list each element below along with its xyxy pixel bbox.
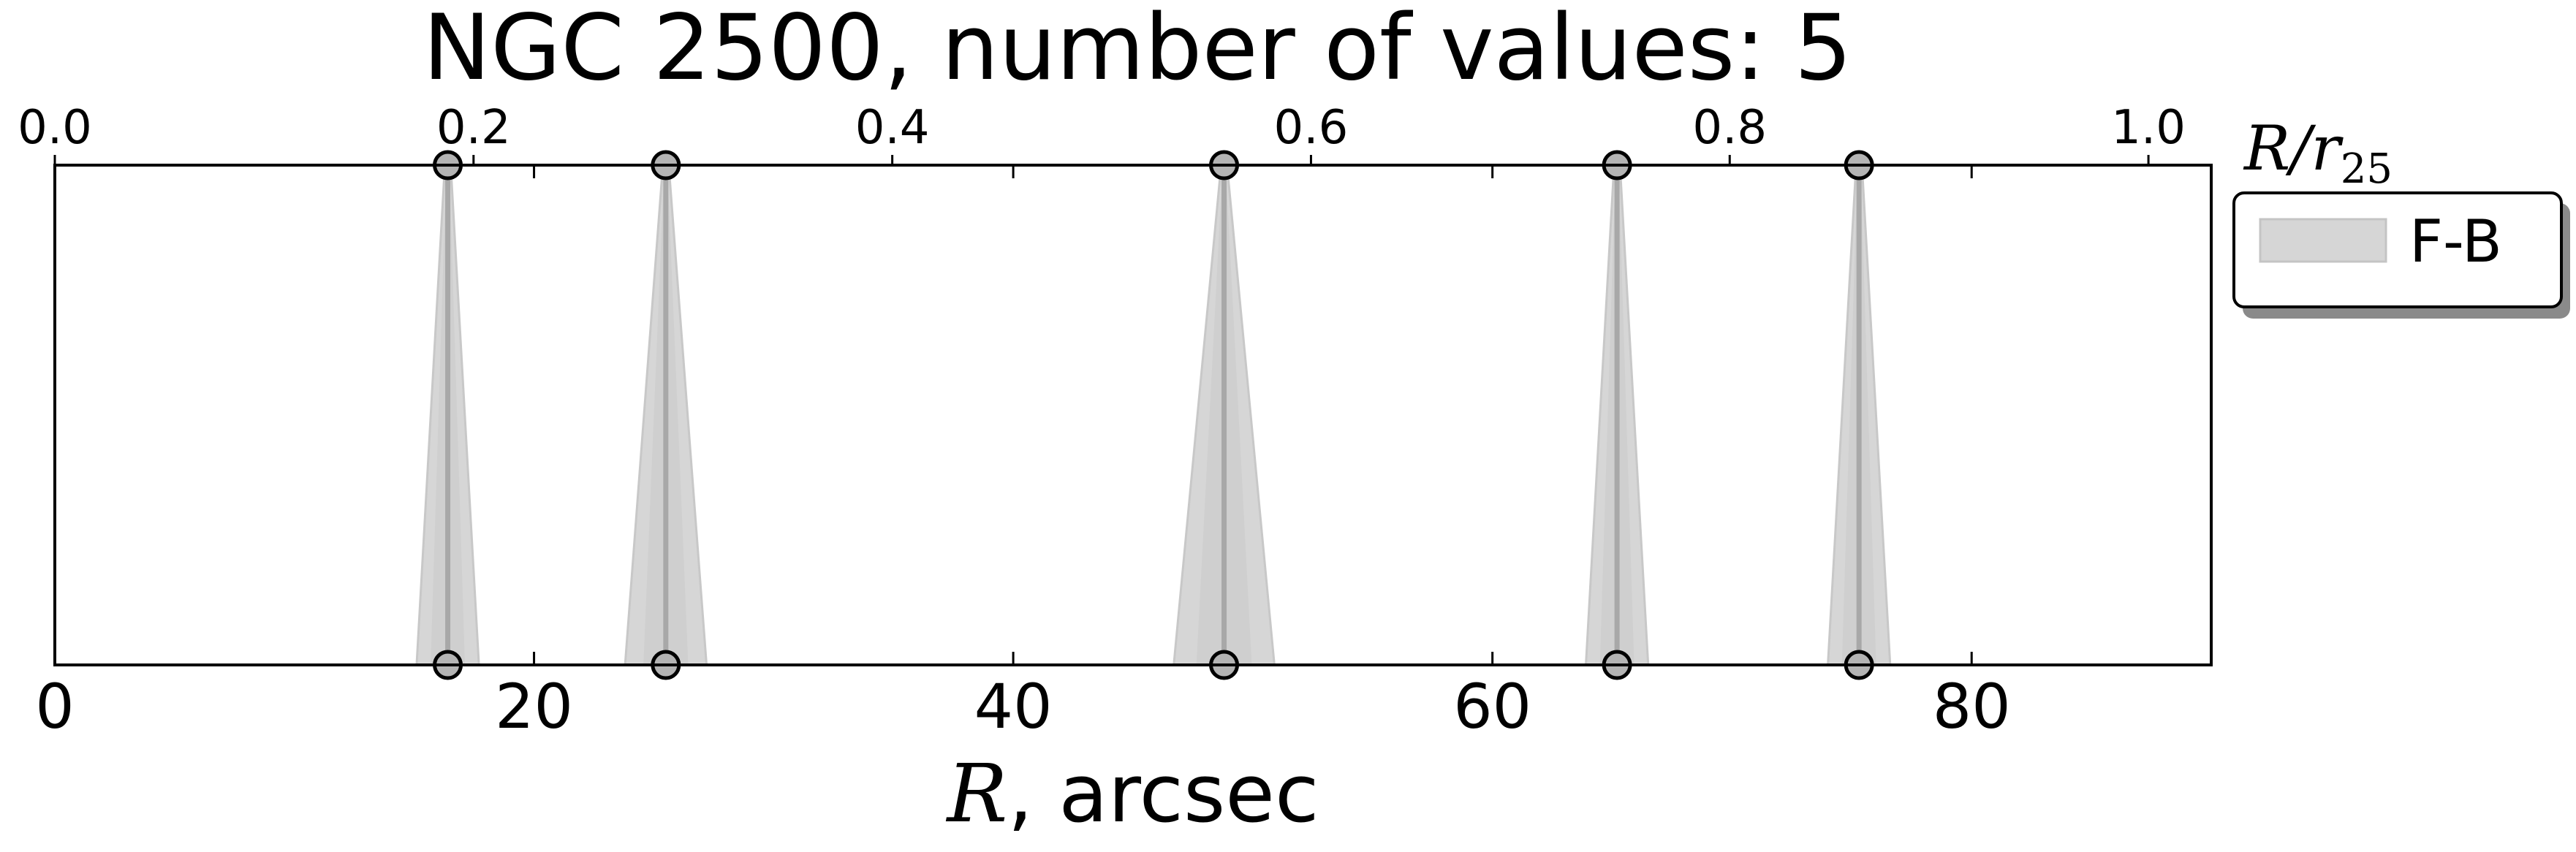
top-tick-label-2: 0.4	[855, 101, 930, 155]
x-tick-label-1: 20	[495, 671, 573, 742]
top-tick-label-0: 0.0	[18, 101, 92, 155]
top-axis-label: R/r25	[2243, 113, 2393, 193]
series-0-point-4	[1826, 150, 1892, 680]
bottom-axis: 0 20 40 60 80	[35, 165, 2011, 742]
top-tick-label-4: 0.8	[1692, 101, 1767, 155]
plot-area-frame	[53, 164, 2213, 666]
top-tick-label-3: 0.6	[1274, 101, 1349, 155]
x-axis-label: R, arcsec	[946, 747, 1319, 840]
top-axis: 0.0 0.2 0.4 0.6 0.8 1.0	[18, 101, 2186, 165]
x-tick-label-0: 0	[35, 671, 74, 742]
series-0-point-3	[1584, 150, 1650, 680]
top-tick-label-5: 1.0	[2111, 101, 2186, 155]
legend-swatch	[2259, 218, 2387, 263]
x-axis-label-unit: , arcsec	[1007, 747, 1319, 840]
x-axis-label-symbol: R	[946, 747, 1008, 840]
series-0-point-0	[415, 150, 480, 680]
x-tick-label-2: 40	[974, 671, 1053, 742]
legend: F-B	[2232, 191, 2570, 319]
x-tick-label-3: 60	[1453, 671, 1531, 742]
top-axis-label-main: R/r	[2243, 113, 2344, 184]
x-tick-label-4: 80	[1933, 671, 2011, 742]
series-0-point-2	[1173, 150, 1276, 680]
legend-entry-label: F-B	[2409, 208, 2502, 275]
data-marks	[415, 150, 1892, 680]
top-tick-label-1: 0.2	[436, 101, 511, 155]
series-0-point-1	[624, 150, 708, 680]
chart-title: NGC 2500, number of values: 5	[423, 0, 1852, 101]
top-axis-label-subscript: 25	[2341, 145, 2393, 193]
